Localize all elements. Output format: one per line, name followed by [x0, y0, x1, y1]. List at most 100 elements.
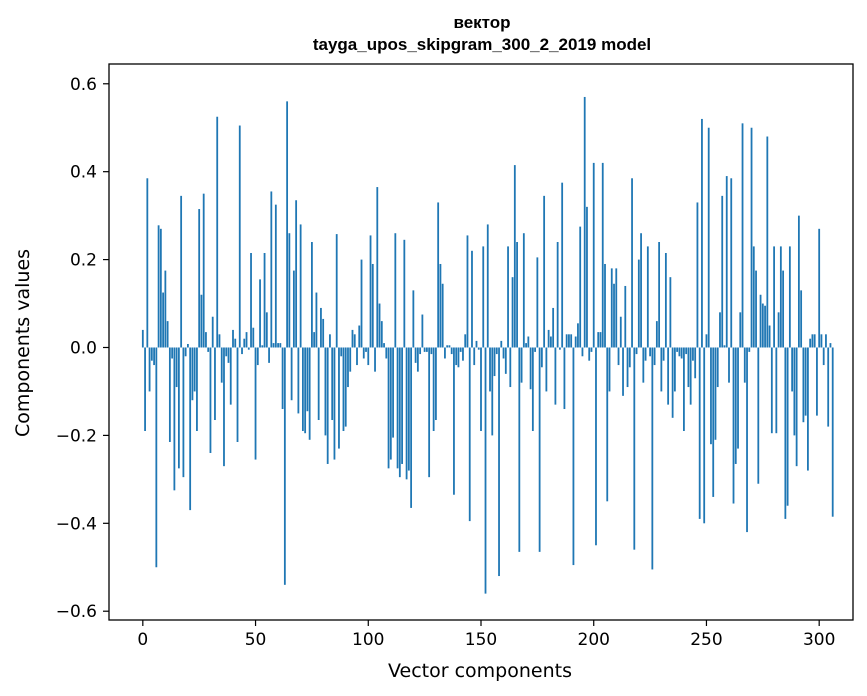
- bar: [394, 233, 397, 348]
- bar: [583, 96, 586, 348]
- bar: [559, 347, 561, 350]
- bar: [518, 347, 521, 552]
- bar: [513, 165, 516, 348]
- bar: [743, 347, 746, 383]
- bar: [270, 191, 273, 348]
- bar: [484, 347, 487, 594]
- bar: [491, 347, 494, 436]
- x-tick-label: 150: [465, 630, 497, 650]
- bar: [340, 347, 343, 357]
- bar: [613, 283, 615, 348]
- bar: [342, 347, 345, 431]
- bar: [211, 316, 214, 348]
- bar: [216, 116, 219, 348]
- bar: [640, 233, 642, 348]
- bar: [313, 332, 316, 348]
- bar: [383, 343, 385, 348]
- bar: [396, 347, 399, 469]
- bar: [369, 235, 372, 348]
- x-axis-label: Vector components: [388, 660, 572, 682]
- bar: [680, 347, 683, 359]
- bar: [624, 285, 627, 348]
- bar: [380, 321, 383, 348]
- bar: [770, 347, 773, 434]
- bar: [579, 226, 582, 348]
- bar: [306, 347, 309, 412]
- bar: [570, 334, 573, 348]
- bar: [141, 329, 144, 348]
- bar: [662, 347, 665, 361]
- bar: [367, 347, 370, 366]
- bar: [791, 347, 794, 392]
- bar: [358, 325, 361, 348]
- bar: [353, 334, 356, 348]
- bar: [191, 347, 194, 401]
- bar: [241, 347, 243, 355]
- bar: [694, 347, 697, 379]
- bar: [716, 347, 719, 388]
- bar: [759, 294, 762, 348]
- bar: [831, 347, 834, 517]
- bar: [701, 118, 703, 348]
- bar: [351, 329, 354, 348]
- bar: [292, 270, 295, 348]
- x-tick-label: 100: [352, 630, 384, 650]
- bar: [349, 347, 352, 372]
- bar: [274, 204, 277, 348]
- bar: [820, 334, 823, 348]
- bar: [398, 347, 401, 478]
- bar: [540, 347, 543, 368]
- bar: [331, 347, 334, 421]
- bar: [405, 347, 408, 480]
- bar: [459, 347, 462, 352]
- bar: [146, 178, 149, 348]
- bar: [187, 343, 189, 348]
- bar: [592, 162, 595, 348]
- bar: [604, 263, 606, 348]
- bar: [757, 347, 760, 484]
- bar: [671, 347, 674, 418]
- bar: [193, 347, 196, 392]
- bar: [687, 347, 690, 388]
- bar: [516, 242, 518, 348]
- bar: [360, 259, 363, 348]
- bar: [500, 340, 503, 348]
- bar: [804, 347, 807, 416]
- bar: [243, 338, 246, 348]
- bar: [816, 347, 818, 416]
- y-axis-ticks: −0.6 −0.4 −0.2 0.0 0.2 0.4 0.6: [56, 75, 109, 622]
- bar: [407, 347, 410, 471]
- bar: [180, 195, 183, 348]
- bar: [689, 347, 692, 405]
- bar: [374, 347, 376, 372]
- bar: [586, 206, 588, 348]
- bar: [444, 347, 446, 359]
- bar: [453, 347, 455, 495]
- bar: [261, 345, 264, 348]
- bar: [236, 347, 239, 442]
- bar: [446, 345, 449, 348]
- bar: [777, 312, 780, 348]
- bar: [209, 347, 212, 453]
- bar: [696, 202, 699, 348]
- bar: [466, 235, 469, 348]
- bar: [809, 338, 812, 348]
- bar: [320, 307, 322, 348]
- bar: [574, 336, 577, 348]
- bar: [283, 347, 286, 585]
- bar: [177, 347, 180, 469]
- bar: [658, 242, 661, 348]
- bar: [471, 250, 473, 348]
- bar: [227, 347, 230, 363]
- bar: [818, 228, 821, 348]
- bar: [673, 347, 676, 392]
- bar: [272, 343, 275, 348]
- bar: [590, 347, 593, 352]
- bar: [545, 347, 548, 392]
- bar: [200, 294, 203, 348]
- bar: [554, 347, 557, 405]
- bar: [626, 347, 629, 388]
- bar: [764, 305, 766, 348]
- bar: [157, 225, 160, 348]
- bar: [279, 343, 282, 348]
